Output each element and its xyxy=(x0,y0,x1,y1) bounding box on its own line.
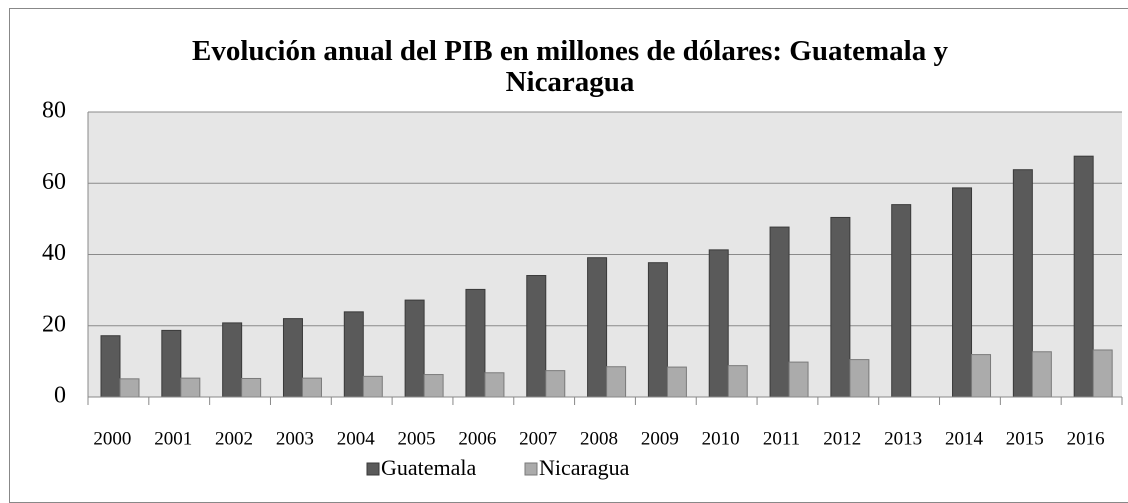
bar xyxy=(1012,169,1033,398)
bar xyxy=(891,204,912,398)
bar xyxy=(708,249,729,398)
x-tick-label: 2006 xyxy=(458,428,496,449)
legend-swatch xyxy=(366,462,380,476)
bar xyxy=(241,377,262,398)
bar xyxy=(1073,155,1094,398)
x-tick-label: 2000 xyxy=(93,428,131,449)
bar xyxy=(606,366,627,398)
bar xyxy=(666,366,687,398)
x-tick-label: 2010 xyxy=(702,428,740,449)
bar xyxy=(849,359,870,398)
bar xyxy=(484,372,505,398)
chart-title: Evolución anual del PIB en millones de d… xyxy=(192,35,948,98)
bar xyxy=(343,311,364,398)
x-tick-label: 2009 xyxy=(641,428,679,449)
bar xyxy=(404,299,425,398)
y-tick-label: 40 xyxy=(42,240,66,266)
bar xyxy=(647,262,668,398)
bar xyxy=(830,216,851,398)
bar xyxy=(587,257,608,398)
bar xyxy=(180,377,201,398)
bar xyxy=(362,375,383,398)
bar xyxy=(727,365,748,398)
bar xyxy=(282,318,303,398)
bar xyxy=(788,361,809,398)
x-tick-label: 2014 xyxy=(945,428,984,449)
y-tick-label: 0 xyxy=(54,383,66,409)
x-tick-label: 2016 xyxy=(1067,428,1105,449)
bar xyxy=(526,275,547,398)
x-tick-label: 2004 xyxy=(337,428,376,449)
bar xyxy=(100,335,121,398)
bar xyxy=(119,378,140,398)
bar xyxy=(1031,351,1052,398)
y-tick-label: 20 xyxy=(42,311,66,337)
legend-label: Guatemala xyxy=(381,455,477,480)
x-tick-label: 2001 xyxy=(154,428,192,449)
bar xyxy=(222,322,243,398)
x-tick-label: 2015 xyxy=(1006,428,1044,449)
bar xyxy=(161,329,182,398)
x-tick-label: 2012 xyxy=(823,428,861,449)
y-tick-label: 60 xyxy=(42,169,66,195)
x-tick-label: 2011 xyxy=(763,428,800,449)
bar xyxy=(1092,349,1113,398)
bar xyxy=(301,377,322,398)
bar xyxy=(465,288,486,398)
legend-label: Nicaragua xyxy=(539,455,630,480)
bar xyxy=(423,374,444,398)
bar xyxy=(971,354,992,398)
x-tick-label: 2002 xyxy=(215,428,253,449)
y-tick-label: 80 xyxy=(42,98,66,124)
legend-swatch xyxy=(524,462,538,476)
bar xyxy=(545,370,566,398)
x-tick-label: 2013 xyxy=(884,428,922,449)
x-tick-label: 2005 xyxy=(398,428,436,449)
x-tick-label: 2003 xyxy=(276,428,314,449)
x-tick-label: 2008 xyxy=(580,428,618,449)
x-tick-label: 2007 xyxy=(519,428,557,449)
bar xyxy=(769,226,790,398)
bar xyxy=(952,187,973,398)
